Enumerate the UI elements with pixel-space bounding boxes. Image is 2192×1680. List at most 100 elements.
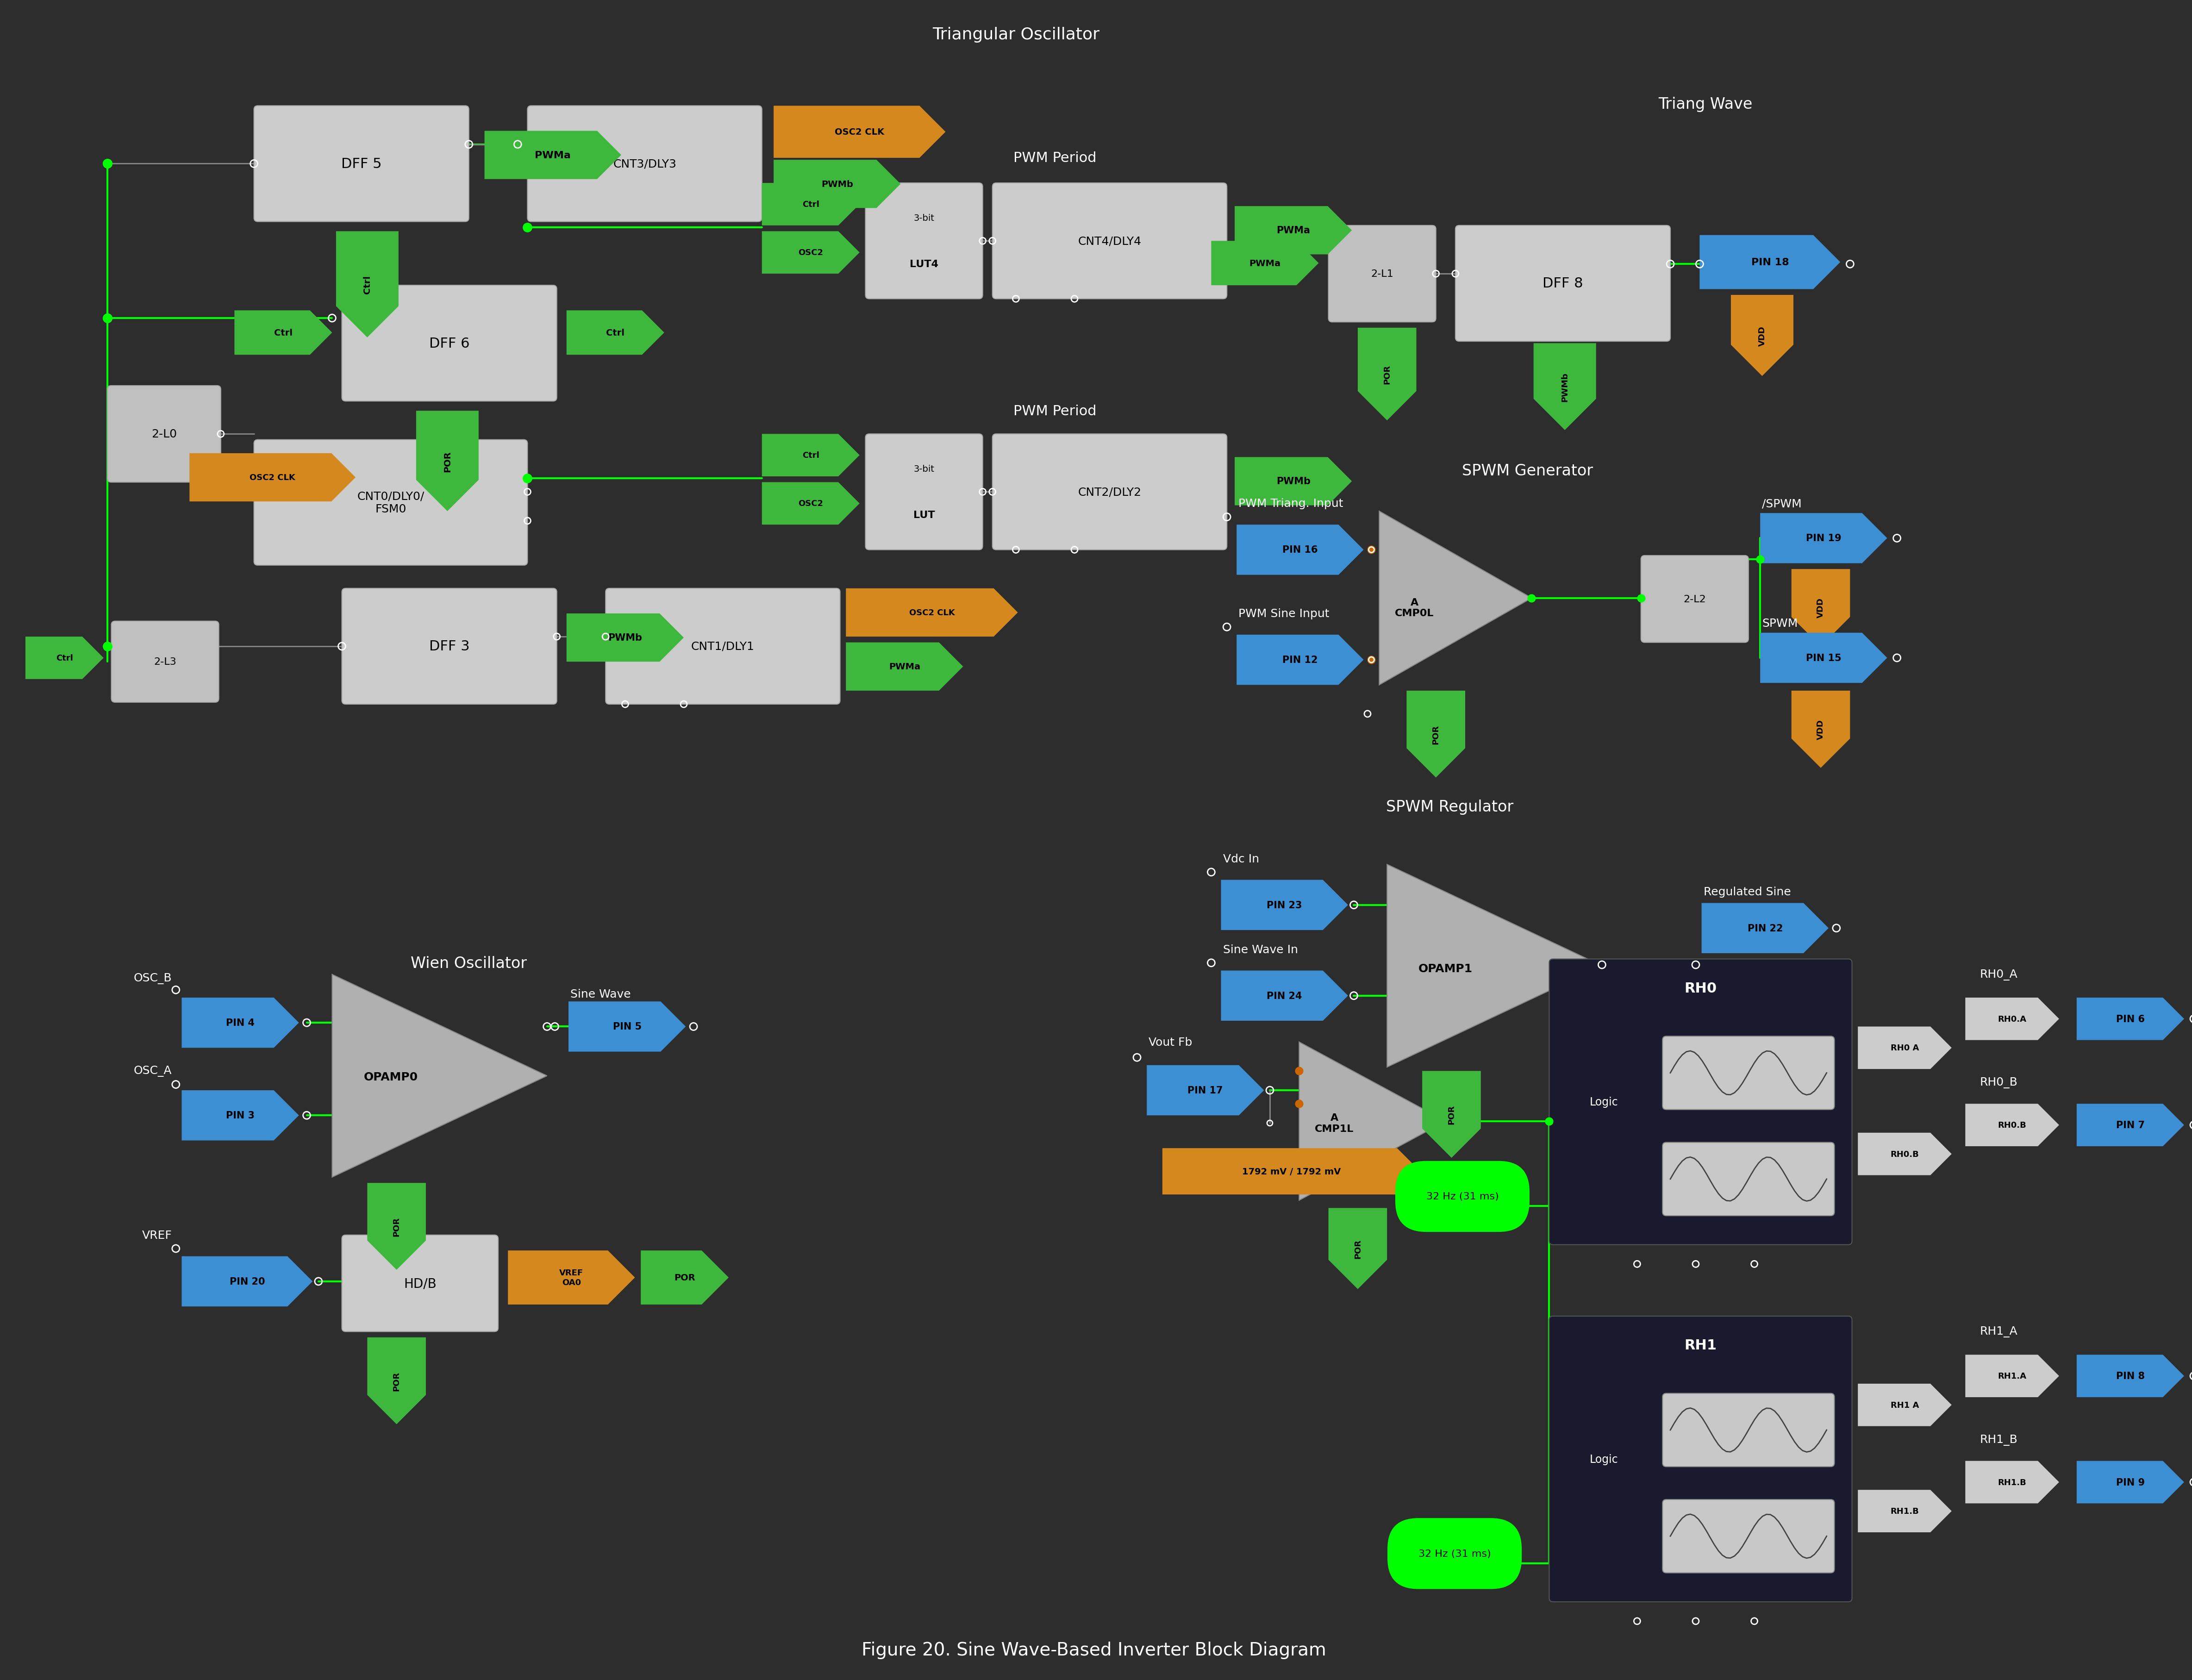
FancyBboxPatch shape <box>254 106 469 222</box>
Text: CNT3/DLY3: CNT3/DLY3 <box>614 158 677 170</box>
Polygon shape <box>1859 1026 1951 1068</box>
Polygon shape <box>2076 1104 2183 1146</box>
Text: PWMa: PWMa <box>888 662 921 672</box>
Polygon shape <box>1379 511 1532 685</box>
Text: RH0_A: RH0_A <box>1979 969 2017 979</box>
Text: Vout Fb: Vout Fb <box>1149 1037 1192 1048</box>
FancyBboxPatch shape <box>254 440 528 566</box>
Text: PIN 20: PIN 20 <box>230 1277 265 1287</box>
Polygon shape <box>1221 880 1348 931</box>
Polygon shape <box>2076 998 2183 1040</box>
Polygon shape <box>235 311 333 354</box>
Polygon shape <box>846 588 1017 637</box>
Text: 2-L1: 2-L1 <box>1370 269 1394 279</box>
Text: Triang Wave: Triang Wave <box>1659 97 1754 113</box>
Text: Regulated Sine: Regulated Sine <box>1703 885 1791 897</box>
Polygon shape <box>763 482 859 524</box>
Text: RH1.B: RH1.B <box>1997 1478 2025 1487</box>
Text: CNT1/DLY1: CNT1/DLY1 <box>690 642 754 652</box>
Text: RH0.B: RH0.B <box>1890 1149 1918 1158</box>
Polygon shape <box>763 232 859 274</box>
Text: Logic: Logic <box>1589 1453 1618 1465</box>
Polygon shape <box>1388 865 1602 1067</box>
FancyBboxPatch shape <box>1328 225 1436 323</box>
Polygon shape <box>763 433 859 477</box>
Text: PWM Period: PWM Period <box>1013 151 1096 165</box>
Text: POR: POR <box>1431 724 1440 744</box>
Text: VDD: VDD <box>1758 326 1767 346</box>
Text: RH0.B: RH0.B <box>1997 1121 2025 1129</box>
Text: PWM Sine Input: PWM Sine Input <box>1238 608 1331 620</box>
Polygon shape <box>1791 570 1850 647</box>
FancyBboxPatch shape <box>1662 1142 1835 1216</box>
Polygon shape <box>1236 524 1363 575</box>
Text: RH1_A: RH1_A <box>1979 1326 2017 1337</box>
Text: POR: POR <box>1383 365 1392 385</box>
Polygon shape <box>1234 457 1352 506</box>
Text: Sine Wave In: Sine Wave In <box>1223 944 1298 954</box>
Text: PIN 9: PIN 9 <box>2115 1477 2144 1487</box>
Polygon shape <box>333 974 548 1178</box>
Polygon shape <box>1534 343 1596 430</box>
Text: PIN 17: PIN 17 <box>1188 1085 1223 1095</box>
Text: PIN 7: PIN 7 <box>2115 1121 2144 1129</box>
FancyBboxPatch shape <box>1550 959 1852 1245</box>
Text: Ctrl: Ctrl <box>274 329 292 338</box>
Polygon shape <box>1699 235 1841 289</box>
Text: PIN 18: PIN 18 <box>1751 257 1789 267</box>
Text: RH1: RH1 <box>1683 1339 1716 1352</box>
Polygon shape <box>1760 514 1887 563</box>
Text: Sine Wave: Sine Wave <box>570 988 631 1000</box>
Text: PWMa: PWMa <box>1276 227 1311 235</box>
Text: OSC_B: OSC_B <box>134 973 171 984</box>
Text: POR: POR <box>392 1216 401 1236</box>
FancyBboxPatch shape <box>342 1235 498 1332</box>
Text: RH1.B: RH1.B <box>1890 1507 1918 1515</box>
Polygon shape <box>1760 633 1887 684</box>
FancyBboxPatch shape <box>112 622 219 702</box>
Polygon shape <box>568 1001 686 1052</box>
Text: PIN 19: PIN 19 <box>1806 534 1841 543</box>
Text: 32 Hz (31 ms): 32 Hz (31 ms) <box>1418 1549 1491 1559</box>
Text: RH0: RH0 <box>1683 981 1716 995</box>
Polygon shape <box>1146 1065 1265 1116</box>
Text: OPAMP0: OPAMP0 <box>364 1072 419 1082</box>
Text: DFF 6: DFF 6 <box>430 336 469 349</box>
Text: DFF 8: DFF 8 <box>1543 277 1583 291</box>
Polygon shape <box>1701 904 1828 953</box>
FancyBboxPatch shape <box>1642 556 1749 643</box>
Polygon shape <box>1357 328 1416 420</box>
Text: PIN 15: PIN 15 <box>1806 654 1841 662</box>
Text: PIN 5: PIN 5 <box>614 1021 642 1032</box>
Text: VREF: VREF <box>142 1230 171 1242</box>
FancyBboxPatch shape <box>1662 1037 1835 1110</box>
Text: Triangle Slope: Triangle Slope <box>287 482 359 491</box>
FancyBboxPatch shape <box>1662 1500 1835 1572</box>
Text: Ctrl: Ctrl <box>802 452 820 460</box>
Polygon shape <box>774 160 901 208</box>
Text: POR: POR <box>443 450 452 472</box>
Text: PIN 8: PIN 8 <box>2115 1371 2144 1381</box>
Text: Ctrl: Ctrl <box>607 329 625 338</box>
Polygon shape <box>1859 1132 1951 1176</box>
FancyBboxPatch shape <box>866 183 982 299</box>
Text: OSC2 CLK: OSC2 CLK <box>910 608 956 617</box>
Text: Figure 20. Sine Wave-Based Inverter Block Diagram: Figure 20. Sine Wave-Based Inverter Bloc… <box>861 1641 1326 1658</box>
Polygon shape <box>368 1337 425 1425</box>
Text: OSC2: OSC2 <box>798 249 824 257</box>
Text: 1792 mV / 1792 mV: 1792 mV / 1792 mV <box>1243 1168 1342 1176</box>
FancyBboxPatch shape <box>993 433 1228 549</box>
Text: PIN 12: PIN 12 <box>1282 655 1317 665</box>
Polygon shape <box>26 637 103 679</box>
Text: POR: POR <box>392 1371 401 1391</box>
Text: SPWM: SPWM <box>1762 618 1797 628</box>
Text: Ctrl: Ctrl <box>364 276 373 294</box>
Text: OSC2: OSC2 <box>798 499 824 507</box>
Text: PWMb: PWMb <box>1561 373 1569 402</box>
Polygon shape <box>1162 1149 1420 1194</box>
Polygon shape <box>1234 207 1352 255</box>
FancyBboxPatch shape <box>993 183 1228 299</box>
FancyBboxPatch shape <box>1550 1315 1852 1601</box>
Polygon shape <box>1966 1354 2058 1398</box>
Text: RH1_B: RH1_B <box>1979 1435 2017 1445</box>
